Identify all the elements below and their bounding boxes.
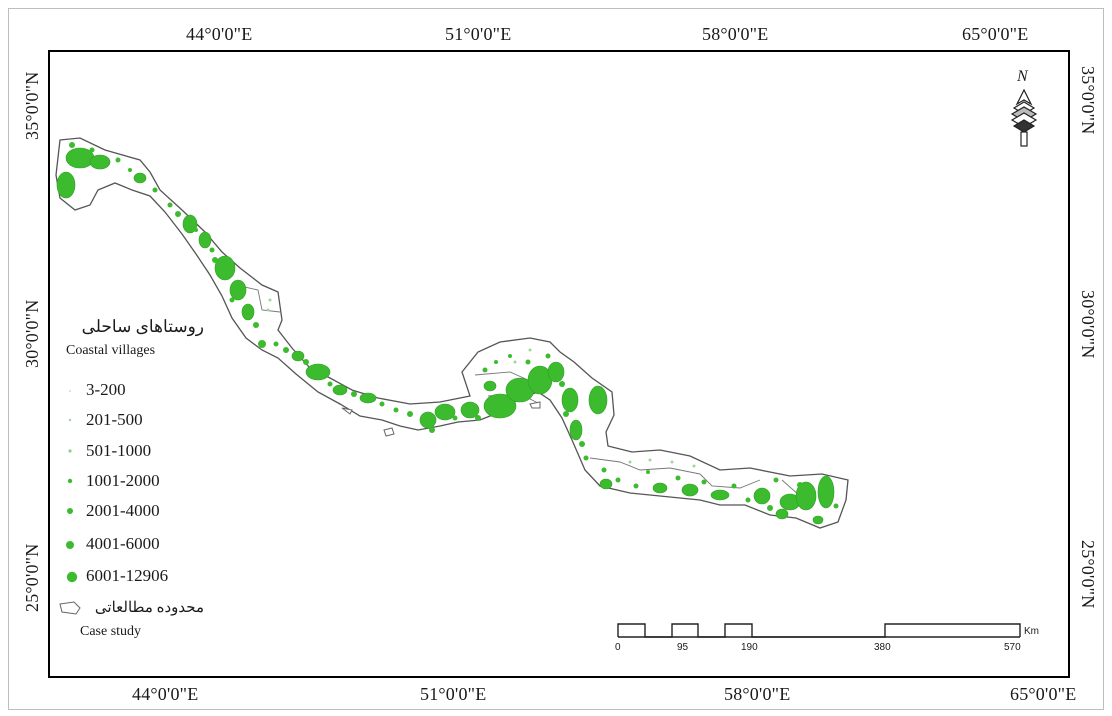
island (341, 407, 353, 415)
scale-bar (617, 623, 1021, 638)
bottom-lon-label-44: 44°0'0"E (132, 684, 199, 704)
legend-class-3: 501-1000 (86, 441, 152, 460)
village-points (69, 142, 839, 511)
bottom-lon-label-58: 58°0'0"E (724, 684, 791, 704)
scale-label-95: 95 (677, 642, 689, 653)
legend-title-en: Coastal villages (66, 343, 156, 358)
village-clusters (56, 147, 835, 525)
legend-symbol-7 (66, 571, 78, 583)
legend-symbols (59, 390, 81, 615)
small-village-points (266, 298, 696, 468)
scale-label-570: 570 (1004, 642, 1021, 653)
top-lon-label-51: 51°0'0"E (445, 24, 512, 44)
legend-class-1: 3-200 (86, 380, 126, 399)
legend-title-fa: روستاهای ساحلی (81, 317, 204, 336)
legend-study-area-en: Case study (80, 624, 142, 639)
legend-class-5: 2001-4000 (86, 501, 160, 520)
legend-class-4: 1001-2000 (86, 471, 160, 490)
bottom-lon-label-65: 65°0'0"E (1010, 684, 1077, 704)
legend-symbol-4 (67, 478, 73, 484)
legend-class-2: 201-500 (86, 410, 143, 429)
top-lon-label-65: 65°0'0"E (962, 24, 1029, 44)
top-lon-label-58: 58°0'0"E (702, 24, 769, 44)
north-arrow-icon (1010, 88, 1038, 147)
top-lon-label-44: 44°0'0"E (186, 24, 253, 44)
scale-label-380: 380 (874, 642, 891, 653)
scale-label-190: 190 (741, 642, 758, 653)
legend-symbol-1 (69, 390, 71, 392)
legend-study-area-symbol (59, 601, 81, 615)
island (383, 427, 395, 437)
scale-unit: Km (1024, 626, 1039, 637)
legend-symbol-5 (67, 508, 73, 514)
bottom-lon-label-51: 51°0'0"E (420, 684, 487, 704)
legend-class-6: 4001-6000 (86, 534, 160, 553)
outer-border (8, 8, 1104, 710)
legend-study-area-fa: محدوده مطالعاتی (94, 600, 204, 616)
legend-symbol-2 (68, 418, 72, 422)
map-frame (48, 50, 1070, 678)
legend-symbol-6 (66, 541, 74, 549)
legend-class-7: 6001-12906 (86, 566, 169, 585)
north-letter: N (1017, 68, 1028, 85)
legend-symbol-3 (68, 449, 72, 453)
island (529, 401, 541, 409)
scale-label-0: 0 (615, 642, 621, 653)
